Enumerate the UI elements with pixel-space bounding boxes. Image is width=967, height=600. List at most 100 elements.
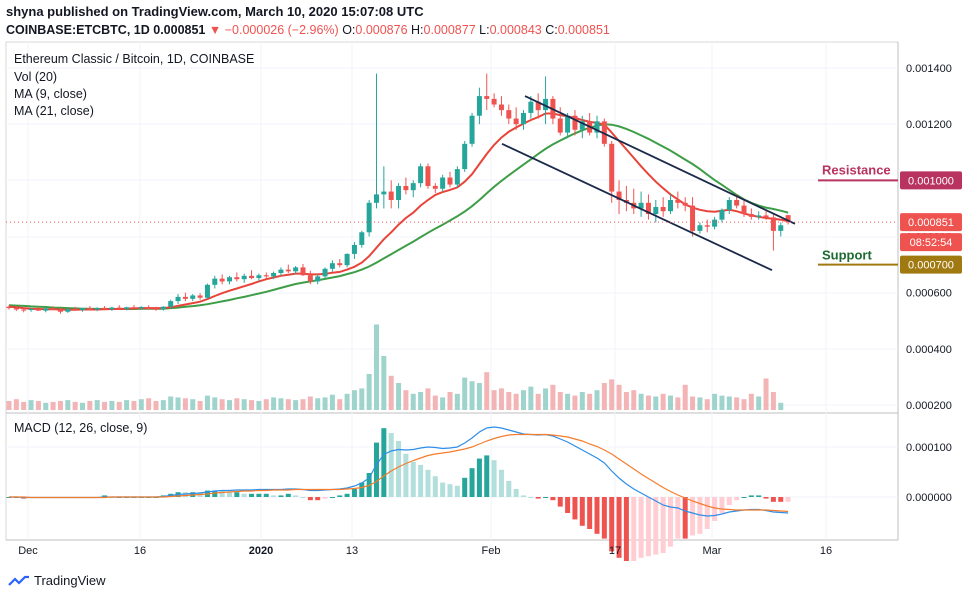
macd-histogram-bar	[462, 477, 468, 497]
macd-histogram-bar	[572, 497, 578, 520]
candle	[227, 277, 232, 282]
volume-bar	[521, 390, 526, 410]
volume-bar	[35, 401, 41, 410]
candle	[28, 308, 34, 311]
macd-histogram-bar	[506, 481, 512, 497]
volume-bar	[535, 393, 541, 410]
volume-bar	[43, 402, 49, 410]
volume-bar	[447, 392, 453, 410]
volume-bar	[160, 400, 166, 410]
macd-histogram-bar	[418, 465, 424, 497]
macd-histogram-bar	[756, 495, 762, 497]
volume-bar	[285, 399, 291, 410]
candle	[565, 115, 571, 133]
upper-trendline	[524, 95, 796, 225]
candle	[131, 307, 137, 309]
candle	[719, 209, 725, 220]
volume-bar	[21, 401, 27, 410]
resistance-price-badge-bg	[900, 171, 962, 190]
ohlc-line: COINBASE:ETCBTC, 1D 0.000851 ▼ −0.000026…	[6, 23, 610, 37]
volume-bar	[278, 398, 284, 410]
close-value: 0.000851	[557, 23, 610, 37]
time-axis-label: Dec	[18, 545, 38, 557]
candle	[682, 202, 688, 206]
volume-bar	[410, 393, 416, 410]
candle	[675, 199, 681, 203]
macd-axis-label: 0.000100	[906, 442, 952, 454]
candle	[469, 115, 475, 144]
volume-bar	[322, 397, 328, 410]
price-axis-label: 0.000200	[906, 400, 952, 412]
volume-bar	[690, 396, 696, 410]
macd-histogram-bar	[359, 482, 365, 497]
candle	[704, 225, 710, 227]
macd-histogram-bar	[102, 495, 108, 497]
candle	[785, 215, 791, 223]
macd-histogram-bar	[638, 497, 644, 558]
candle	[102, 307, 108, 310]
macd-histogram-bar	[535, 497, 541, 499]
candle	[6, 306, 12, 309]
volume-bar	[543, 388, 549, 410]
volume-bar	[315, 398, 321, 410]
macd-histogram-bar	[440, 482, 446, 497]
volume-bar	[528, 386, 534, 410]
candle	[366, 202, 372, 233]
resistance-price-badge: 0.001000	[908, 175, 954, 187]
candle	[374, 194, 379, 203]
volume-bar	[234, 398, 240, 410]
macd-histogram-bar	[631, 497, 637, 561]
time-axis-label: 13	[346, 545, 358, 557]
candle	[65, 309, 71, 312]
time-axis-label: 16	[134, 545, 146, 557]
candle	[344, 253, 350, 266]
candle	[513, 118, 519, 125]
candle	[293, 267, 299, 272]
candle	[403, 185, 409, 191]
candle	[168, 301, 174, 307]
candle	[741, 205, 747, 215]
macd-legend: MACD (12, 26, close, 9)	[14, 421, 148, 435]
candle	[396, 185, 402, 200]
author: shyna published on TradingView.com, Marc…	[6, 4, 424, 19]
volume-bar	[557, 392, 563, 410]
ma9-line	[8, 112, 789, 311]
candle	[351, 244, 357, 254]
volume-bar	[587, 393, 593, 410]
volume-bar	[337, 399, 343, 410]
volume-bar	[28, 400, 34, 410]
candle	[690, 205, 696, 231]
time-axis-label: Mar	[703, 545, 722, 557]
volume-bar	[601, 383, 607, 410]
close-label: C:	[545, 23, 558, 37]
candle	[528, 101, 534, 113]
current-price-badge: 0.000851	[908, 217, 954, 229]
macd-histogram-bar	[543, 497, 549, 498]
volume-bar	[579, 392, 585, 410]
price-axis-label: 0.001200	[906, 119, 952, 131]
candle	[543, 98, 549, 111]
tradingview-branding[interactable]: TradingView	[8, 573, 106, 588]
volume-bar	[388, 375, 394, 410]
volume-bar	[594, 390, 600, 410]
volume-bar	[726, 396, 732, 410]
macd-histogram-bar	[741, 497, 747, 498]
volume-bar	[307, 396, 313, 410]
volume-bar	[204, 395, 210, 410]
volume-bar	[87, 401, 93, 410]
volume-bar	[756, 396, 762, 410]
macd-histogram-bar	[785, 497, 791, 502]
macd-histogram-bar	[528, 497, 534, 498]
candle	[462, 143, 468, 170]
candle	[432, 185, 438, 189]
volume-bar	[440, 397, 446, 410]
support-price-badge-bg	[900, 255, 962, 274]
candle	[13, 308, 19, 310]
candle	[572, 115, 578, 130]
candle	[734, 199, 740, 206]
macd-histogram-bar	[212, 490, 218, 497]
published-line: shyna published on TradingView.com, Marc…	[6, 4, 424, 19]
candle	[770, 217, 776, 231]
volume-bar	[124, 400, 130, 410]
